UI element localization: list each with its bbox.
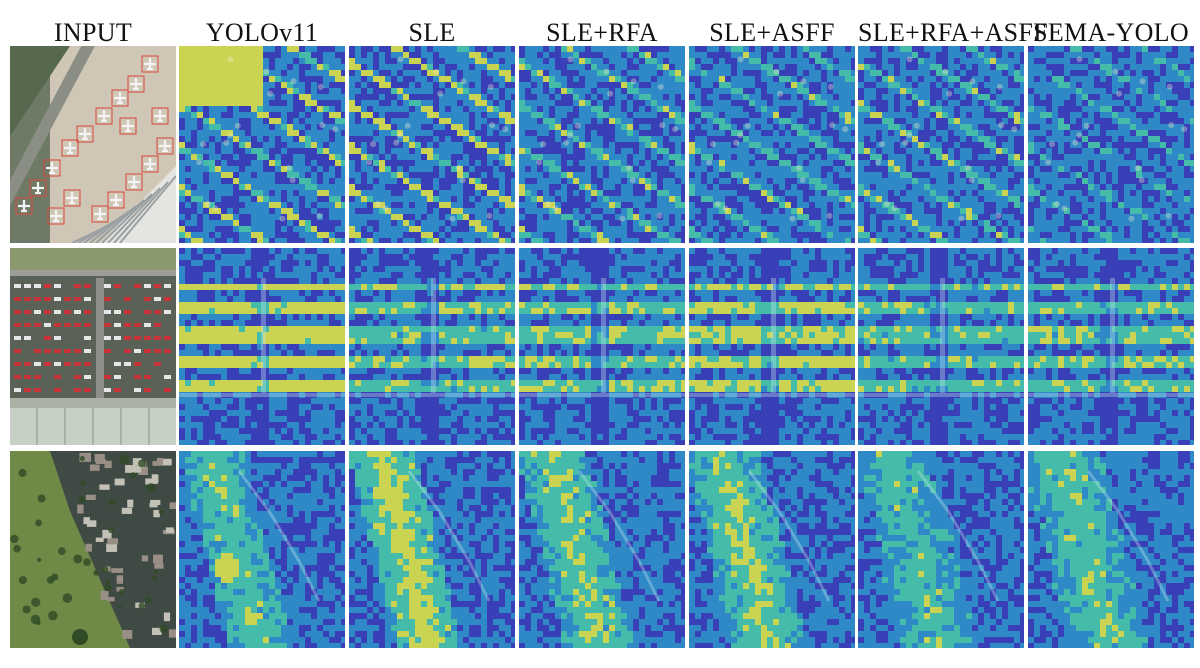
heatmap-airport-sle_rfa <box>519 46 685 243</box>
heatmap-parking-sle_asff <box>689 248 855 445</box>
detection-box <box>119 117 137 135</box>
detection-box <box>125 173 143 191</box>
column-header-sema-yolo: SEMA-YOLO <box>1033 18 1189 47</box>
input-image-parking <box>10 248 176 445</box>
heatmap-residential-yolov11 <box>179 451 345 648</box>
input-image-residential <box>10 451 176 648</box>
detection-box <box>15 197 33 215</box>
column-header-sle: SLE <box>408 18 456 47</box>
heatmap-parking-sle <box>349 248 515 445</box>
detection-box <box>61 139 79 157</box>
detection-box <box>63 189 81 207</box>
heatmap-airport-sle_asff <box>689 46 855 243</box>
heatmap-parking-sema_yolo <box>1028 248 1194 445</box>
column-header-input: INPUT <box>53 18 133 47</box>
heatmap-airport-yolov11 <box>179 46 345 243</box>
heatmap-residential-sle <box>349 451 515 648</box>
column-header-yolov11: YOLOv11 <box>205 18 319 47</box>
detection-box <box>47 207 65 225</box>
column-header-sle-asff: SLE+ASFF <box>709 18 835 47</box>
heatmap-parking-sle_rfa_asff <box>858 248 1024 445</box>
detection-box <box>127 75 145 93</box>
detection-box <box>29 179 47 197</box>
detection-box <box>43 159 61 177</box>
detection-box <box>91 205 109 223</box>
column-header-sle-rfa-asff: SLE+RFA+ASFF <box>858 18 1048 47</box>
detection-box <box>76 125 94 143</box>
detection-box <box>141 155 159 173</box>
detection-box <box>151 107 169 125</box>
heatmap-parking-yolov11 <box>179 248 345 445</box>
detection-box <box>156 137 174 155</box>
heatmap-airport-sle <box>349 46 515 243</box>
heatmap-residential-sle_rfa_asff <box>858 451 1024 648</box>
detection-box <box>107 191 125 209</box>
column-header-sle-rfa: SLE+RFA <box>546 18 658 47</box>
heatmap-residential-sema_yolo <box>1028 451 1194 648</box>
detection-box <box>111 89 129 107</box>
input-image-airport <box>10 46 176 243</box>
detection-box <box>95 107 113 125</box>
heatmap-residential-sle_asff <box>689 451 855 648</box>
heatmap-parking-sle_rfa <box>519 248 685 445</box>
heatmap-airport-sle_rfa_asff <box>858 46 1024 243</box>
heatmap-airport-sema_yolo <box>1028 46 1194 243</box>
detection-box <box>141 55 159 73</box>
heatmap-residential-sle_rfa <box>519 451 685 648</box>
